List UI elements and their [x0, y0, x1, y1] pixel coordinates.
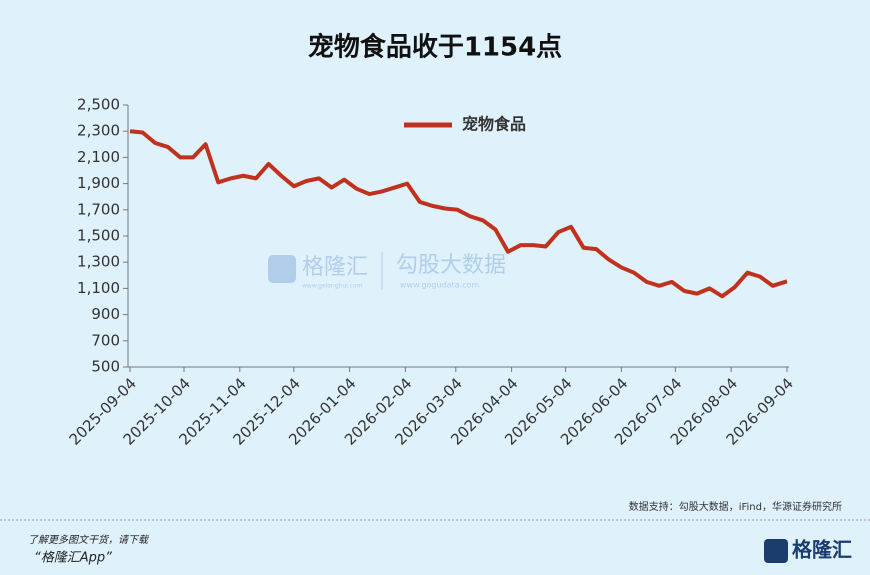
watermark-site: www.gelonghui.com [302, 283, 363, 290]
watermark-brand: 格隆汇 [302, 255, 368, 280]
y-tick-label: 700 [91, 331, 120, 349]
footer-text: 了解更多图文干货，请下载 [28, 534, 150, 546]
watermark-icon [268, 255, 296, 283]
y-tick-label: 1,300 [77, 253, 120, 271]
watermark: 格隆汇 www.gelonghui.com 勾股大数据 www.gogudata… [268, 252, 506, 290]
line [129, 129, 788, 299]
y-tick-label: 2,300 [77, 122, 120, 140]
source: 数据支持：勾股大数据，iFind，华源证券研究所 [629, 500, 842, 513]
chart-title: 宠物食品收于1154点 [308, 32, 562, 63]
footer-logo-icon [764, 539, 788, 563]
y-tick-label: 500 [91, 358, 120, 376]
y-tick-label: 1,700 [77, 200, 120, 218]
legend-label: 宠物食品 [462, 115, 526, 134]
watermark-site2: www.gogudata.com [400, 281, 479, 290]
y-tick-label: 900 [91, 305, 120, 323]
y-tick-label: 1,900 [77, 174, 120, 192]
y-tick-label: 2,100 [77, 148, 120, 166]
watermark-brand2: 勾股大数据 [396, 253, 506, 278]
y-tick-label: 1,500 [77, 227, 120, 245]
footer-app: “格隆汇App” [34, 551, 112, 566]
y-tick-label: 1,100 [77, 279, 120, 297]
y-tick-label: 2,500 [77, 96, 120, 114]
footer-logo: 格隆汇 [792, 538, 852, 562]
